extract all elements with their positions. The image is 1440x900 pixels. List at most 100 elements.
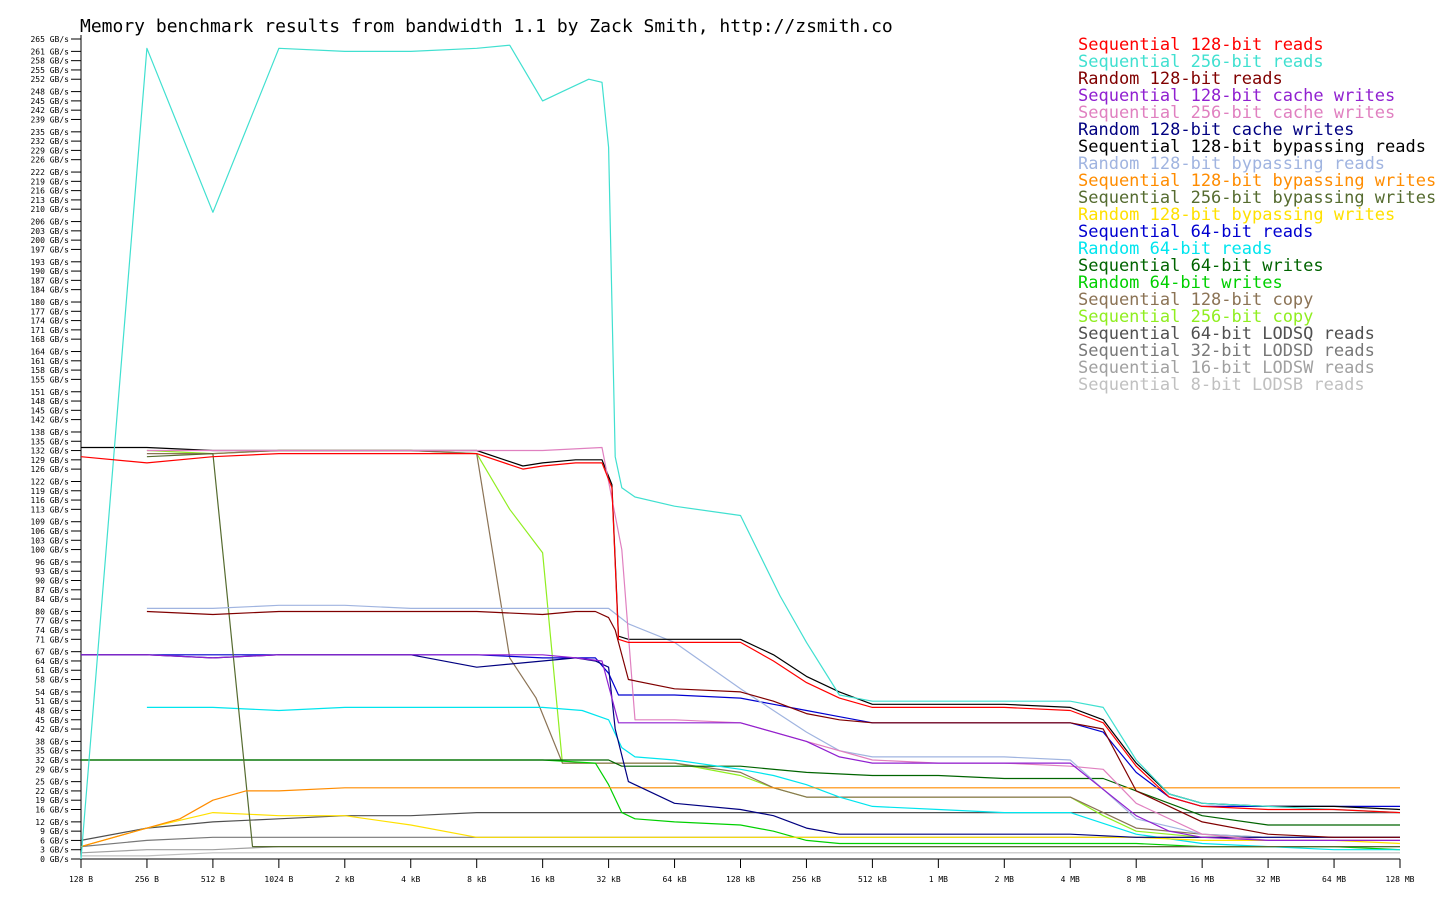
- y-tick-label: 213 GB/s: [30, 196, 69, 205]
- y-tick-label: 22 GB/s: [35, 787, 69, 796]
- y-tick-label: 151 GB/s: [30, 388, 69, 397]
- series-line-random-64-bit-reads: [146, 706, 1400, 851]
- x-tick-label: 1 MB: [929, 875, 948, 884]
- legend-item: Random 64-bit writes: [1078, 273, 1283, 293]
- legend-item: Random 128-bit reads: [1078, 69, 1283, 89]
- y-tick-label: 142 GB/s: [30, 416, 69, 425]
- y-tick-label: 161 GB/s: [30, 357, 69, 366]
- y-tick-label: 54 GB/s: [35, 688, 69, 697]
- legend-item: Sequential 256-bit reads: [1078, 52, 1324, 72]
- y-tick-label: 219 GB/s: [30, 177, 69, 186]
- y-tick-label: 168 GB/s: [30, 335, 69, 344]
- x-tick-label: 64 kB: [663, 875, 687, 884]
- y-tick-label: 106 GB/s: [30, 527, 69, 536]
- y-tick-label: 197 GB/s: [30, 245, 69, 254]
- y-tick-label: 261 GB/s: [30, 47, 69, 56]
- y-tick-label: 25 GB/s: [35, 778, 69, 787]
- series-line-sequential-8-bit-lodsb-reads: [81, 852, 1400, 857]
- y-tick-label: 229 GB/s: [30, 146, 69, 155]
- y-tick-label: 51 GB/s: [35, 697, 69, 706]
- legend-item: Sequential 64-bit reads: [1078, 222, 1314, 242]
- legend-item: Sequential 128-bit reads: [1078, 35, 1324, 55]
- x-tick-label: 256 B: [135, 875, 159, 884]
- x-tick-label: 2 kB: [335, 875, 354, 884]
- legend-item: Sequential 128-bit bypassing writes: [1078, 171, 1437, 191]
- series-line-sequential-32-bit-lodsd-reads: [80, 836, 1400, 848]
- y-tick-label: 84 GB/s: [35, 595, 69, 604]
- x-tick-label: 1024 B: [264, 875, 293, 884]
- x-tick-label: 128 kB: [726, 875, 755, 884]
- y-tick-label: 216 GB/s: [30, 187, 69, 196]
- y-tick-label: 113 GB/s: [30, 505, 69, 514]
- y-axis: 0 GB/s3 GB/s6 GB/s9 GB/s12 GB/s16 GB/s19…: [30, 35, 82, 864]
- y-tick-label: 180 GB/s: [30, 298, 69, 307]
- y-tick-label: 148 GB/s: [30, 397, 69, 406]
- series-line-sequential-256-bit-copy: [146, 449, 1400, 838]
- y-tick-label: 239 GB/s: [30, 115, 69, 124]
- legend-item: Sequential 32-bit LODSD reads: [1078, 341, 1375, 361]
- legend-item: Sequential 64-bit LODSQ reads: [1078, 324, 1375, 344]
- y-tick-label: 9 GB/s: [40, 827, 69, 836]
- y-tick-label: 19 GB/s: [35, 796, 69, 805]
- series-line-sequential-256-bit-cache-writes: [146, 446, 1400, 842]
- legend-item: Sequential 256-bit bypassing writes: [1078, 188, 1437, 208]
- y-tick-label: 77 GB/s: [35, 617, 69, 626]
- y-tick-label: 3 GB/s: [40, 846, 69, 855]
- x-tick-label: 2 MB: [995, 875, 1014, 884]
- y-tick-label: 252 GB/s: [30, 75, 69, 84]
- x-tick-label: 4 MB: [1061, 875, 1080, 884]
- x-tick-label: 128 MB: [1386, 875, 1415, 884]
- series-line-sequential-128-bit-reads: [80, 453, 1401, 814]
- y-tick-label: 245 GB/s: [30, 97, 69, 106]
- series-line-sequential-128-bit-bypassing-writes: [80, 787, 1400, 848]
- legend-item: Random 128-bit cache writes: [1078, 120, 1355, 140]
- y-tick-label: 103 GB/s: [30, 536, 69, 545]
- x-tick-label: 128 B: [69, 875, 93, 884]
- series-line-sequential-64-bit-writes: [81, 759, 1400, 826]
- series-line-random-128-bit-reads: [146, 610, 1400, 838]
- x-tick-label: 16 kB: [531, 875, 555, 884]
- y-tick-label: 248 GB/s: [30, 88, 69, 97]
- y-tick-label: 187 GB/s: [30, 276, 69, 285]
- y-tick-label: 203 GB/s: [30, 227, 69, 236]
- y-tick-label: 42 GB/s: [35, 725, 69, 734]
- y-tick-label: 119 GB/s: [30, 487, 69, 496]
- x-tick-label: 512 kB: [858, 875, 887, 884]
- y-tick-label: 29 GB/s: [35, 765, 69, 774]
- series-line-sequential-16-bit-lodsw-reads: [80, 845, 1400, 854]
- y-tick-label: 129 GB/s: [30, 456, 69, 465]
- legend-item: Sequential 16-bit LODSW reads: [1078, 358, 1375, 378]
- x-tick-label: 4 kB: [401, 875, 420, 884]
- y-tick-label: 242 GB/s: [30, 106, 69, 115]
- y-tick-label: 61 GB/s: [35, 666, 69, 675]
- x-tick-label: 8 MB: [1127, 875, 1146, 884]
- y-tick-label: 6 GB/s: [40, 836, 69, 845]
- x-tick-label: 8 kB: [467, 875, 486, 884]
- series-line-sequential-64-bit-reads: [81, 654, 1400, 808]
- legend-item: Sequential 8-bit LODSB reads: [1078, 375, 1365, 395]
- x-tick-label: 256 kB: [792, 875, 821, 884]
- y-tick-label: 32 GB/s: [35, 756, 69, 765]
- y-tick-label: 174 GB/s: [30, 317, 69, 326]
- legend-item: Random 64-bit reads: [1078, 239, 1273, 259]
- y-tick-label: 222 GB/s: [30, 168, 69, 177]
- y-tick-label: 232 GB/s: [30, 137, 69, 146]
- y-tick-label: 0 GB/s: [40, 855, 69, 864]
- y-tick-label: 171 GB/s: [30, 326, 69, 335]
- y-tick-label: 74 GB/s: [35, 626, 69, 635]
- y-tick-label: 96 GB/s: [35, 558, 69, 567]
- series-line-random-128-bit-cache-writes: [81, 654, 1400, 838]
- y-tick-label: 93 GB/s: [35, 567, 69, 576]
- series-group: [80, 44, 1401, 860]
- y-tick-label: 35 GB/s: [35, 747, 69, 756]
- x-axis: 128 B 256 B 512 B 1024 B 2 kB 4 kB 8 kB 16 kB 32…: [69, 858, 1415, 884]
- legend-item: Random 128-bit bypassing reads: [1078, 154, 1386, 174]
- y-tick-label: 193 GB/s: [30, 258, 69, 267]
- y-tick-label: 177 GB/s: [30, 307, 69, 316]
- y-tick-label: 58 GB/s: [35, 676, 69, 685]
- series-line-sequential-256-bit-reads: [80, 44, 1401, 860]
- legend-item: Random 128-bit bypassing writes: [1078, 205, 1396, 225]
- y-tick-label: 80 GB/s: [35, 607, 69, 616]
- y-tick-label: 138 GB/s: [30, 428, 69, 437]
